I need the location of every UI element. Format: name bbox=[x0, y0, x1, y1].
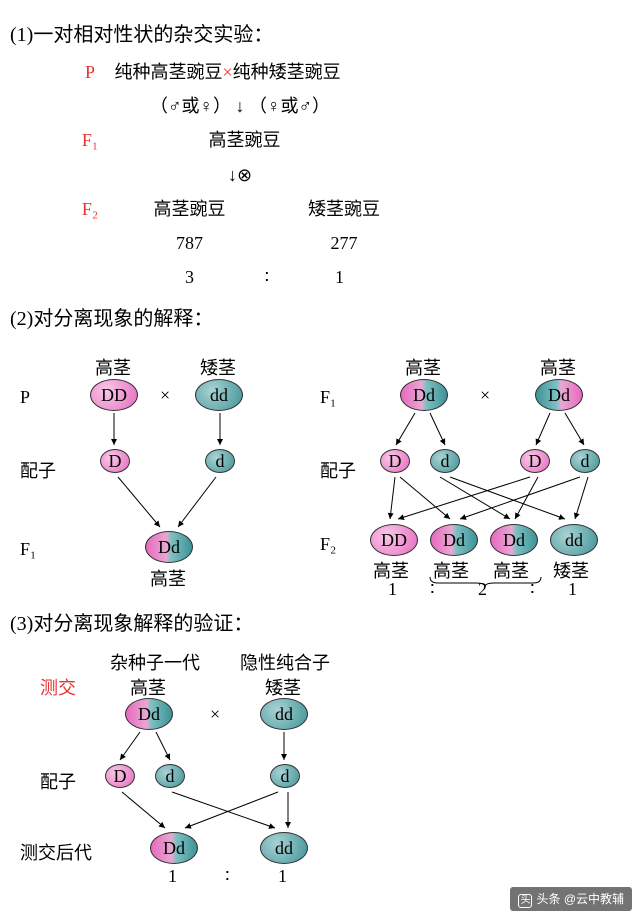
s3-off-label: 测交后代 bbox=[20, 839, 92, 865]
f2-ratio-right: 1 bbox=[265, 260, 415, 294]
s2l-arrows bbox=[70, 369, 270, 549]
section1-title: (1)一对相对性状的杂交实验： bbox=[10, 18, 630, 47]
s2-right-f1-label: F₁ bbox=[320, 387, 336, 408]
s3-r0: 1 bbox=[168, 866, 177, 887]
s2l-f1-pheno: 高茎 bbox=[150, 565, 186, 591]
s3-gamete-label: 配子 bbox=[40, 768, 76, 794]
f1-label: F₁ bbox=[70, 123, 110, 157]
s2-right-f2-label: F₂ bbox=[320, 534, 336, 555]
f2-right: 矮茎豌豆 bbox=[269, 192, 419, 226]
s2-left-f1-label: F₁ bbox=[20, 539, 36, 560]
watermark: 头头条 @云中教辅 bbox=[510, 887, 632, 911]
watermark-source: 头条 bbox=[536, 892, 560, 906]
watermark-author: @云中教辅 bbox=[564, 892, 624, 906]
section3-title: (3)对分离现象解释的验证： bbox=[10, 607, 630, 636]
s2-right-gamete-label: 配子 bbox=[320, 457, 356, 483]
s2r-r4: 1 bbox=[568, 579, 577, 600]
s2-left-p-label: P bbox=[20, 387, 30, 408]
f2-label: F₂ bbox=[70, 192, 110, 226]
s2r-r0: 1 bbox=[388, 579, 397, 600]
watermark-icon: 头 bbox=[518, 894, 532, 908]
s3-arrows bbox=[90, 694, 340, 844]
f1-text: 高茎豌豆 bbox=[115, 123, 375, 157]
p-label: P bbox=[70, 55, 110, 89]
s3-r1: ∶ bbox=[225, 866, 230, 887]
section2-title: (2)对分离现象的解释： bbox=[10, 302, 630, 331]
s3-hl: 杂种子一代 bbox=[110, 649, 200, 675]
s3-r2: 1 bbox=[278, 866, 287, 887]
s2r-arrows bbox=[360, 369, 620, 539]
s3-hr: 隐性纯合子 bbox=[240, 649, 330, 675]
p-sex-row: （♂或♀） ↓ （♀或♂） bbox=[70, 89, 410, 123]
f2-count-right: 277 bbox=[269, 226, 419, 260]
p-cross-text: 纯种高茎豌豆×纯种矮茎豌豆 bbox=[115, 62, 341, 82]
s2-left-gamete-label: 配子 bbox=[20, 457, 56, 483]
self-arrow: ↓⊗ bbox=[70, 158, 410, 192]
s3-testcross: 测交 bbox=[40, 674, 76, 700]
f2-ratio-left: 3 bbox=[115, 260, 265, 294]
f2-count-left: 787 bbox=[115, 226, 265, 260]
bracket bbox=[428, 575, 543, 587]
f2-left: 高茎豌豆 bbox=[115, 192, 265, 226]
